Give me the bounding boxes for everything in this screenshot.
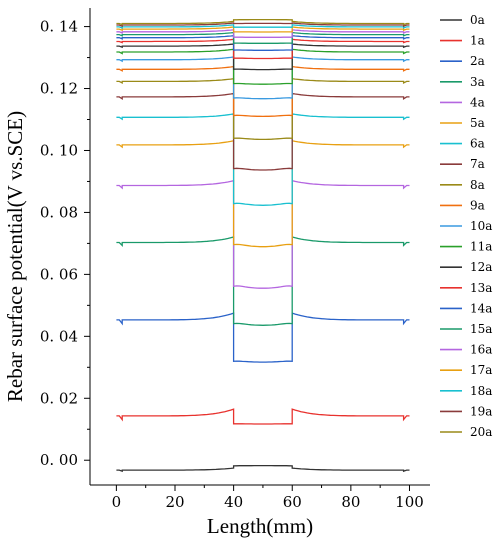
axes — [89, 8, 430, 486]
y-tick-label: 0. 12 — [40, 80, 78, 98]
legend-label-18a: 18a — [470, 384, 492, 398]
x-axis-title: Length(mm) — [207, 514, 313, 538]
y-tick-label: 0. 02 — [40, 389, 78, 407]
x-tick-label: 40 — [224, 493, 243, 511]
x-tick-label: 20 — [165, 493, 184, 511]
series-line-7a — [116, 92, 410, 171]
legend-label-4a: 4a — [470, 95, 485, 109]
series-line-8a — [116, 77, 410, 141]
legend-label-1a: 1a — [470, 34, 485, 48]
legend-label-7a: 7a — [470, 157, 485, 171]
series-line-20a — [116, 18, 410, 26]
legend-label-5a: 5a — [470, 116, 485, 130]
y-tick-label: 0. 00 — [40, 451, 78, 469]
x-tick-label: 100 — [395, 493, 424, 511]
legend-label-3a: 3a — [470, 75, 485, 89]
series-line-1a — [116, 408, 410, 425]
legend-label-17a: 17a — [470, 363, 492, 377]
legend-label-2a: 2a — [470, 54, 485, 68]
y-tick-label: 0. 08 — [40, 203, 78, 221]
x-tick-label: 80 — [341, 493, 360, 511]
series-line-2a — [116, 312, 410, 363]
legend-label-9a: 9a — [470, 198, 485, 212]
series-line-18a — [116, 24, 410, 29]
series-line-19a — [116, 22, 410, 28]
legend-label-15a: 15a — [470, 322, 492, 336]
y-tick-label: 0. 04 — [40, 327, 78, 345]
y-tick-label: 0. 06 — [40, 265, 78, 283]
legend-label-0a: 0a — [470, 13, 485, 27]
series-line-5a — [116, 140, 410, 248]
series-line-9a — [116, 65, 410, 118]
legend-label-14a: 14a — [470, 301, 492, 315]
series-line-10a — [116, 56, 410, 100]
series-line-11a — [116, 48, 410, 85]
plot-lines — [116, 18, 410, 473]
y-axis-title: Rebar surface potential(V vs.SCE) — [3, 111, 27, 402]
legend-label-8a: 8a — [470, 178, 485, 192]
legend-label-6a: 6a — [470, 137, 485, 151]
legend-label-10a: 10a — [470, 219, 492, 233]
x-tick-label: 0 — [112, 493, 122, 511]
legend-label-11a: 11a — [470, 240, 492, 254]
axis-ticks: 0 20 40 60 80 100 0. 00 0. 02 0. 04 0. 06 0. 08 0. … — [40, 18, 424, 511]
series-line-13a — [116, 38, 410, 60]
series-line-12a — [116, 43, 410, 71]
series-line-0a — [116, 464, 410, 473]
legend: 0a 1a 2a 3a 4a 5a 6a 7a 8a 9a 10a 11a 12a 13a 14a 15a 16… — [440, 13, 492, 439]
series-line-4a — [116, 179, 410, 289]
legend-label-19a: 19a — [470, 404, 492, 418]
series-line-15a — [116, 31, 410, 44]
series-line-16a — [116, 29, 410, 38]
legend-label-20a: 20a — [470, 425, 492, 439]
y-tick-label: 0. 10 — [40, 141, 78, 159]
series-line-6a — [116, 113, 410, 206]
series-line-3a — [116, 236, 410, 326]
series-line-14a — [116, 34, 410, 51]
x-tick-label: 60 — [283, 493, 302, 511]
y-tick-label: 0. 14 — [40, 18, 78, 36]
legend-label-13a: 13a — [470, 281, 492, 295]
series-line-17a — [116, 26, 410, 33]
legend-label-12a: 12a — [470, 260, 492, 274]
legend-label-16a: 16a — [470, 343, 492, 357]
